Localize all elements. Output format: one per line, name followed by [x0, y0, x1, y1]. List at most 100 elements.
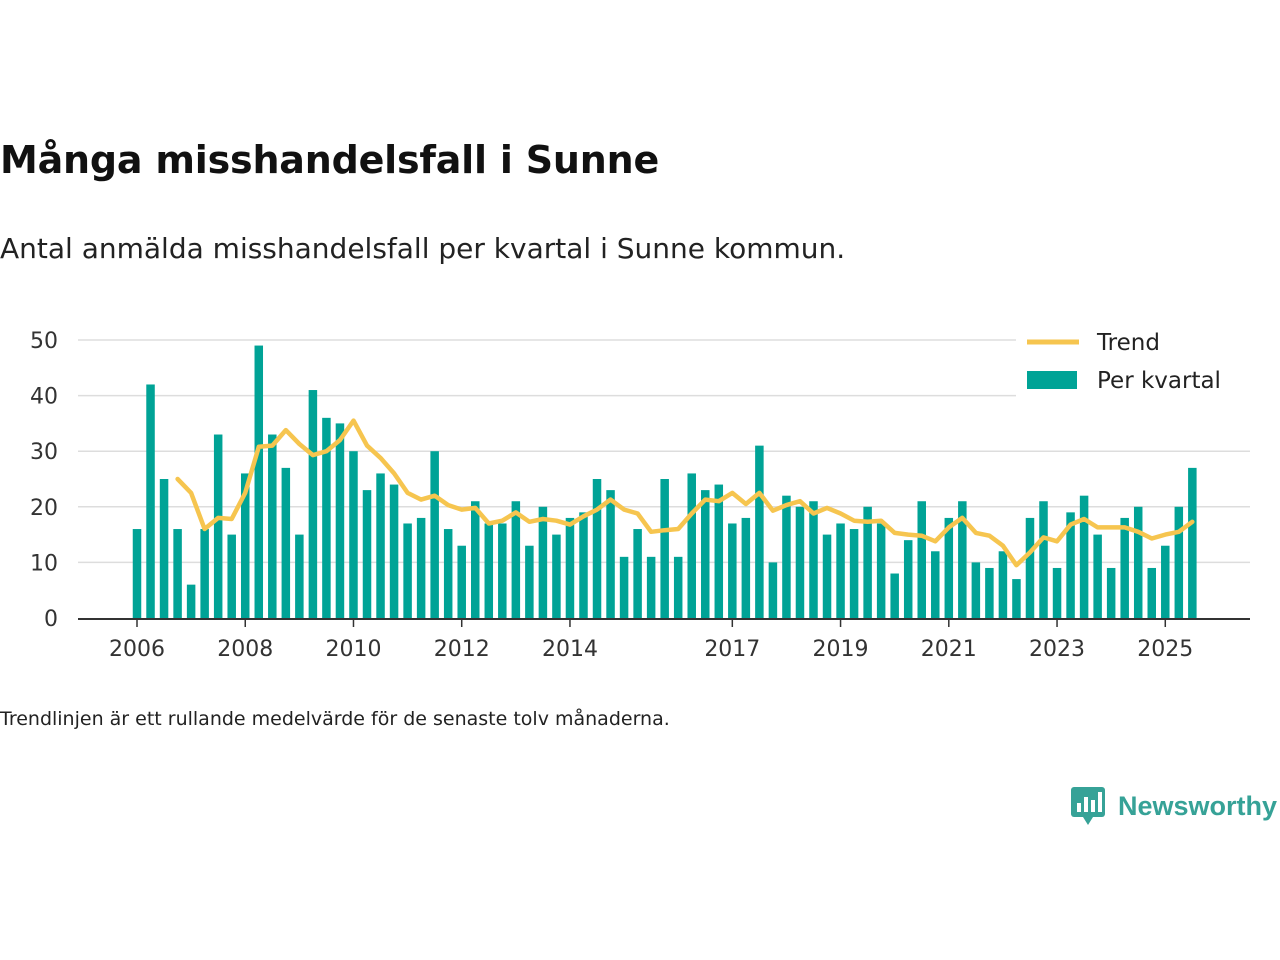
bar	[443, 529, 453, 618]
bar	[592, 479, 602, 618]
y-tick-label: 50	[30, 329, 58, 354]
bar	[227, 534, 236, 618]
bar	[917, 501, 926, 618]
bar	[1066, 512, 1075, 618]
bar	[687, 473, 696, 618]
bars	[132, 345, 1197, 618]
bar	[403, 523, 412, 618]
bar	[809, 501, 818, 618]
x-axis: 2006 2008 2010 2012 2014 2017 2019 2021 2023 2025	[78, 618, 1250, 662]
bar	[863, 506, 872, 618]
legend-trend-label: Trend	[1096, 330, 1160, 356]
bar	[890, 573, 899, 618]
bar	[1106, 567, 1116, 618]
bar	[281, 467, 291, 618]
bar	[971, 562, 981, 618]
bar	[1025, 517, 1035, 618]
bar	[430, 451, 439, 618]
x-tick-label: 2019	[813, 637, 869, 662]
y-tick-label: 40	[30, 385, 58, 410]
chart-caption: Trendlinjen är ett rullande medelvärde f…	[0, 708, 670, 730]
bar	[552, 534, 561, 618]
bar	[728, 523, 737, 618]
bar	[849, 529, 859, 618]
bar	[389, 484, 399, 618]
bar	[254, 345, 264, 618]
bar	[998, 551, 1008, 618]
bar	[565, 517, 575, 618]
bar	[836, 523, 845, 618]
legend-bar-label: Per kvartal	[1097, 368, 1221, 394]
bar	[579, 512, 588, 618]
y-axis: 0 10 20 30 40 50	[30, 329, 58, 632]
bar	[660, 479, 669, 618]
brand-logo: Newsworthy	[1070, 786, 1277, 826]
x-tick-label: 2008	[217, 637, 273, 662]
legend-bar-swatch	[1027, 371, 1077, 389]
bar	[268, 434, 277, 618]
trend-line	[175, 418, 1195, 568]
bar	[186, 584, 196, 618]
y-tick-label: 10	[30, 551, 58, 576]
bar	[1147, 567, 1156, 618]
bar	[619, 556, 629, 618]
bar	[240, 473, 250, 618]
bar	[1093, 534, 1102, 618]
x-tick-label: 2006	[109, 637, 165, 662]
bar	[159, 479, 169, 618]
bar	[795, 506, 805, 618]
x-tick-label: 2017	[704, 637, 760, 662]
bar	[484, 523, 494, 618]
bar	[511, 501, 521, 618]
x-tick-label: 2025	[1137, 637, 1193, 662]
bar	[132, 529, 142, 618]
y-tick-label: 20	[30, 496, 58, 521]
bar	[822, 534, 832, 618]
bar	[606, 490, 615, 618]
bar	[768, 562, 778, 618]
bar	[876, 523, 886, 618]
bar	[701, 490, 710, 618]
bar	[538, 506, 548, 618]
bar	[1120, 517, 1129, 618]
bar	[308, 390, 318, 618]
bar	[633, 529, 642, 618]
bar	[457, 545, 466, 618]
bar	[931, 551, 940, 618]
bar	[1079, 495, 1089, 618]
bar	[958, 501, 967, 618]
bar	[673, 556, 683, 618]
bar	[1133, 506, 1143, 618]
y-tick-label: 0	[44, 607, 58, 632]
bar	[1052, 567, 1062, 618]
bar	[362, 490, 372, 618]
bar	[498, 523, 507, 618]
bar	[1039, 501, 1048, 618]
bar	[173, 529, 182, 618]
x-tick-label: 2021	[921, 637, 977, 662]
brand-name: Newsworthy	[1118, 790, 1278, 821]
bar	[985, 567, 994, 618]
bar	[646, 556, 656, 618]
chart-subtitle: Antal anmälda misshandelsfall per kvarta…	[0, 232, 846, 265]
bar	[349, 451, 358, 618]
bar	[714, 484, 724, 618]
bar	[376, 473, 385, 618]
legend: Trend Per kvartal	[1016, 326, 1250, 398]
bar	[146, 384, 155, 618]
bar	[525, 545, 534, 618]
bar	[782, 495, 791, 618]
bar	[1012, 579, 1021, 618]
x-tick-label: 2014	[542, 637, 598, 662]
bar	[755, 445, 764, 618]
bar	[903, 540, 913, 618]
bar	[295, 534, 304, 618]
x-tick-label: 2012	[434, 637, 490, 662]
x-tick-label: 2010	[325, 637, 381, 662]
bar	[944, 517, 954, 618]
bar	[416, 517, 426, 618]
x-tick-label: 2023	[1029, 637, 1085, 662]
trend-line-group	[175, 418, 1195, 568]
bar	[1161, 545, 1170, 618]
bar-chart: 0 10 20 30 40 50 2006 2008 2010 2012 2014 2017 2019…	[30, 326, 1250, 662]
